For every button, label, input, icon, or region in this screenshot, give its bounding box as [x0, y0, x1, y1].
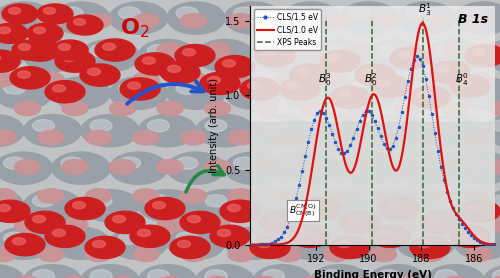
- Circle shape: [86, 189, 112, 203]
- Circle shape: [450, 75, 490, 97]
- Circle shape: [340, 152, 398, 184]
- Circle shape: [0, 39, 24, 72]
- Text: $\mathit{B}_4^0$: $\mathit{B}_4^0$: [455, 71, 469, 88]
- Circle shape: [0, 72, 16, 86]
- Circle shape: [300, 101, 326, 116]
- Circle shape: [454, 227, 500, 259]
- Circle shape: [4, 82, 26, 94]
- Circle shape: [61, 157, 83, 169]
- Circle shape: [406, 7, 428, 19]
- Circle shape: [45, 225, 85, 247]
- Circle shape: [252, 276, 278, 278]
- Circle shape: [45, 81, 85, 103]
- Circle shape: [438, 65, 450, 73]
- Circle shape: [0, 50, 20, 72]
- Circle shape: [18, 44, 30, 50]
- Circle shape: [490, 160, 500, 174]
- Circle shape: [180, 14, 206, 28]
- Circle shape: [24, 190, 82, 222]
- Circle shape: [282, 77, 340, 109]
- Circle shape: [378, 79, 390, 86]
- Circle shape: [258, 240, 270, 248]
- Circle shape: [0, 189, 16, 203]
- Circle shape: [52, 227, 110, 259]
- Circle shape: [338, 240, 350, 248]
- Circle shape: [157, 218, 183, 232]
- Circle shape: [0, 152, 52, 184]
- Circle shape: [224, 152, 282, 184]
- Circle shape: [290, 225, 330, 247]
- Circle shape: [252, 160, 278, 174]
- Circle shape: [348, 215, 360, 223]
- Circle shape: [55, 50, 95, 72]
- Circle shape: [148, 195, 170, 207]
- Circle shape: [110, 2, 168, 34]
- Circle shape: [464, 157, 485, 169]
- Circle shape: [2, 4, 38, 24]
- Circle shape: [300, 276, 326, 278]
- Circle shape: [120, 78, 160, 100]
- Circle shape: [338, 90, 350, 98]
- Circle shape: [133, 72, 159, 86]
- Circle shape: [442, 276, 468, 278]
- Circle shape: [204, 43, 231, 57]
- Circle shape: [368, 115, 426, 147]
- Circle shape: [24, 115, 82, 147]
- Circle shape: [262, 44, 284, 57]
- Circle shape: [25, 211, 65, 234]
- Circle shape: [492, 44, 500, 57]
- Circle shape: [282, 227, 340, 259]
- Circle shape: [110, 77, 168, 109]
- Bar: [250, 122, 495, 245]
- Circle shape: [86, 72, 112, 86]
- Circle shape: [81, 115, 139, 147]
- Circle shape: [323, 72, 349, 86]
- Circle shape: [62, 43, 88, 57]
- Circle shape: [52, 77, 110, 109]
- Circle shape: [133, 130, 159, 145]
- Circle shape: [328, 54, 340, 61]
- Circle shape: [254, 265, 312, 278]
- Circle shape: [157, 160, 183, 174]
- Circle shape: [32, 120, 54, 132]
- Circle shape: [418, 130, 444, 145]
- Circle shape: [205, 270, 227, 278]
- Circle shape: [14, 101, 40, 116]
- Circle shape: [138, 115, 196, 147]
- Circle shape: [218, 229, 230, 237]
- Circle shape: [88, 68, 101, 75]
- Circle shape: [180, 189, 206, 203]
- Circle shape: [157, 43, 183, 57]
- Circle shape: [44, 8, 56, 14]
- Circle shape: [61, 7, 83, 19]
- Circle shape: [397, 227, 455, 259]
- Circle shape: [148, 44, 170, 57]
- Circle shape: [205, 44, 227, 57]
- Circle shape: [340, 211, 380, 234]
- Circle shape: [38, 189, 64, 203]
- Circle shape: [228, 14, 254, 28]
- Circle shape: [24, 39, 82, 72]
- Circle shape: [380, 197, 420, 220]
- Circle shape: [145, 197, 185, 220]
- Circle shape: [300, 160, 326, 174]
- Circle shape: [262, 49, 276, 56]
- Circle shape: [168, 65, 180, 73]
- Circle shape: [12, 238, 26, 245]
- Circle shape: [118, 232, 141, 244]
- Circle shape: [426, 190, 484, 222]
- Circle shape: [311, 190, 369, 222]
- Circle shape: [276, 14, 301, 28]
- Circle shape: [426, 115, 484, 147]
- Circle shape: [254, 190, 312, 222]
- Circle shape: [0, 14, 16, 28]
- Circle shape: [110, 276, 136, 278]
- Circle shape: [464, 7, 485, 19]
- Circle shape: [340, 2, 398, 34]
- Circle shape: [348, 157, 370, 169]
- Circle shape: [394, 218, 420, 232]
- Circle shape: [62, 160, 88, 174]
- Circle shape: [74, 19, 86, 25]
- Circle shape: [152, 202, 166, 209]
